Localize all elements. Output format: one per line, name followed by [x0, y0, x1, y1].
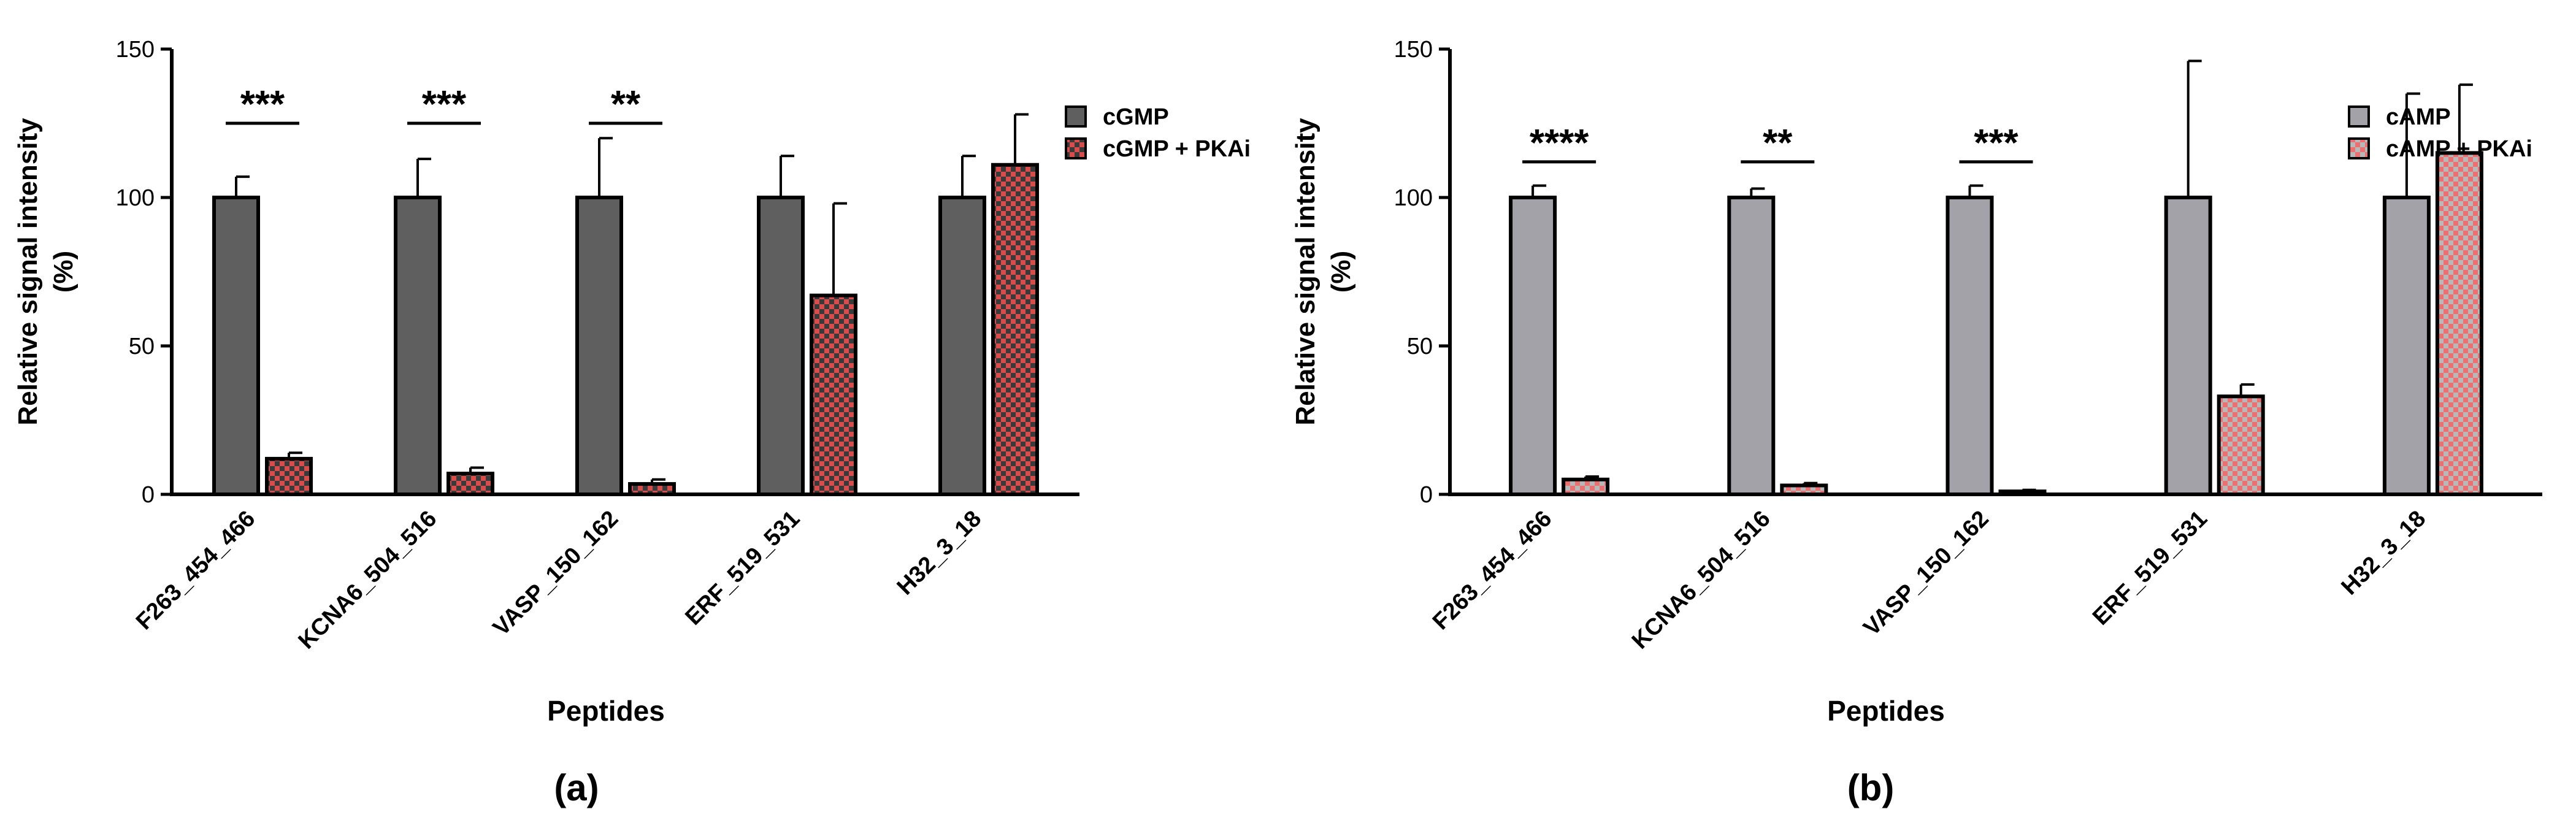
bar-control-ERF_519_531	[757, 196, 805, 496]
legend-swatch	[2348, 105, 2370, 128]
chart-panel-b: 0 50 100 150 Relative signal intensity (%) F26…	[1290, 37, 2542, 808]
bar-control-ERF_519_531	[2164, 196, 2212, 496]
chart-panel-a: 0 50 100 150 Relative signal intensity (%) F26…	[13, 37, 1251, 808]
bar-pkai-KCNA6_504_516	[447, 472, 494, 496]
y-tick-label: 0	[142, 482, 155, 508]
y-tick-label: 50	[129, 334, 155, 359]
bar-pkai-VASP_150_162	[1998, 489, 2047, 496]
y-axis-label-line1: Relative signal intensity	[1290, 118, 1321, 426]
bar-control-KCNA6_504_516	[394, 196, 442, 496]
bar-control-H32_3_18	[938, 196, 986, 496]
y-tick-label: 100	[1394, 185, 1433, 211]
y-axis-label-line2: (%)	[1326, 251, 1356, 293]
legend-label: cAMP + PKAi	[2386, 136, 2532, 162]
legend-label: cGMP	[1103, 104, 1169, 130]
y-tick-label: 150	[1394, 37, 1433, 63]
x-tick-label: KCNA6_504_516	[294, 506, 442, 654]
y-tick-label: 100	[116, 185, 155, 211]
x-tick-label: ERF_519_531	[2088, 506, 2212, 631]
legend-swatch	[1065, 105, 1087, 128]
bar-control-F263_454_466	[1509, 196, 1557, 496]
bar-control-KCNA6_504_516	[1727, 196, 1776, 496]
x-tick-label: VASP_150_162	[1858, 506, 1993, 641]
bar-control-H32_3_18	[2382, 196, 2431, 496]
y-axis-label-line2: (%)	[48, 251, 79, 293]
panel-label: (a)	[554, 767, 599, 808]
bar-pkai-H32_3_18	[2435, 151, 2483, 496]
bar-pkai-ERF_519_531	[810, 293, 857, 496]
y-tick-label: 50	[1407, 334, 1433, 359]
x-tick-label: VASP_150_162	[488, 506, 623, 641]
bar-pkai-H32_3_18	[991, 163, 1039, 496]
significance-label: ***	[422, 83, 467, 126]
legend-label: cAMP	[2386, 104, 2451, 130]
legend-swatch	[2348, 137, 2370, 159]
legend-label: cGMP + PKAi	[1103, 136, 1251, 162]
bar-pkai-F263_454_466	[265, 456, 313, 496]
significance-label: ****	[1530, 122, 1589, 164]
panel-label: (b)	[1847, 767, 1895, 808]
significance-label: ***	[240, 83, 285, 126]
bar-control-VASP_150_162	[575, 196, 623, 496]
bar-control-F263_454_466	[212, 196, 260, 496]
legend-swatch	[1065, 137, 1087, 159]
x-tick-label: ERF_519_531	[680, 506, 805, 631]
x-tick-label: KCNA6_504_516	[1627, 506, 1776, 654]
y-tick-label: 0	[1420, 482, 1433, 508]
x-tick-label: F263_454_466	[131, 506, 260, 635]
bar-control-VASP_150_162	[1945, 196, 1994, 496]
significance-label: **	[1763, 122, 1793, 164]
y-tick-label: 150	[116, 37, 155, 63]
x-axis-label: Peptides	[1827, 695, 1945, 727]
y-axis-label-line1: Relative signal intensity	[13, 118, 43, 426]
significance-label: ***	[1974, 122, 2018, 164]
bar-pkai-VASP_150_162	[628, 482, 676, 496]
x-tick-label: H32_3_18	[2337, 506, 2431, 600]
x-tick-label: F263_454_466	[1428, 506, 1557, 635]
x-axis-label: Peptides	[547, 695, 665, 727]
significance-label: **	[611, 83, 641, 126]
bar-pkai-KCNA6_504_516	[1780, 483, 1828, 496]
bar-pkai-F263_454_466	[1562, 477, 1610, 496]
bar-pkai-ERF_519_531	[2217, 394, 2265, 497]
x-tick-label: H32_3_18	[892, 506, 987, 600]
